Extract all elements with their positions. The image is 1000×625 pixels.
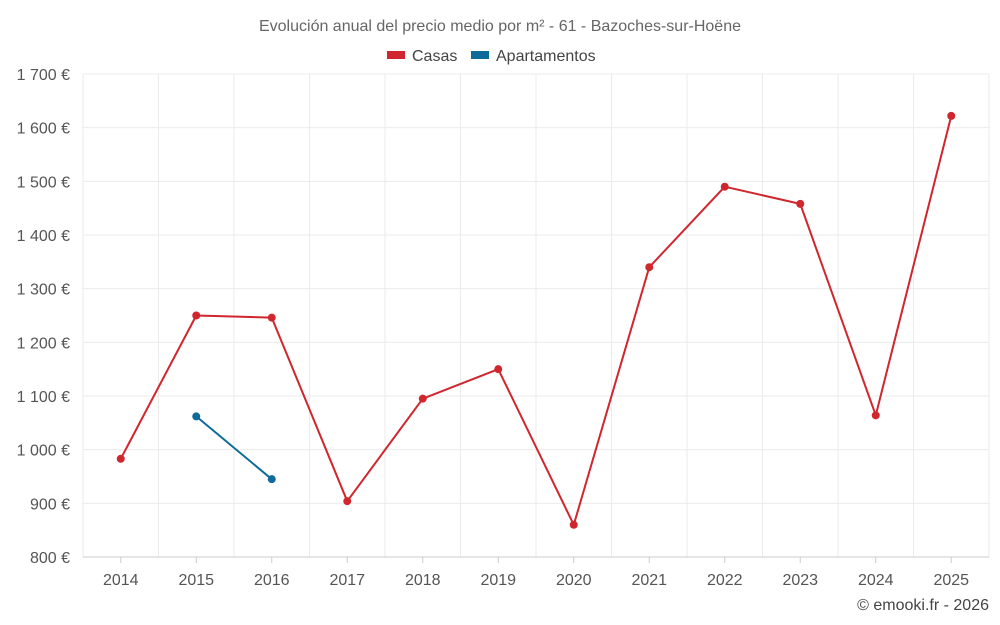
series-line-casas xyxy=(119,115,953,526)
x-tick-label: 2018 xyxy=(405,572,441,589)
x-tick-label: 2016 xyxy=(254,572,290,589)
data-point-casas[interactable] xyxy=(645,263,654,272)
data-point-casas[interactable] xyxy=(796,199,805,208)
legend-item-apartamentos[interactable]: Apartamentos xyxy=(471,48,596,65)
x-tick-label: 2017 xyxy=(329,572,365,589)
y-tick-label: 1 300 € xyxy=(17,282,70,299)
y-tick-label: 900 € xyxy=(30,496,70,513)
data-point-casas[interactable] xyxy=(192,311,201,320)
credit-text: © emooki.fr - 2026 xyxy=(857,597,989,614)
legend-swatch-casas xyxy=(387,51,405,59)
x-tick-label: 2025 xyxy=(933,572,969,589)
y-tick-label: 1 500 € xyxy=(17,174,70,191)
data-point-casas[interactable] xyxy=(116,454,125,463)
series-line-apartamentos xyxy=(195,415,273,480)
data-point-casas[interactable] xyxy=(267,313,276,322)
y-tick-label: 1 000 € xyxy=(17,443,70,460)
data-point-apartamentos[interactable] xyxy=(192,412,201,421)
x-tick-label: 2020 xyxy=(556,572,592,589)
legend-swatch-apartamentos xyxy=(471,51,489,59)
data-point-casas[interactable] xyxy=(494,365,503,374)
data-point-casas[interactable] xyxy=(871,411,880,420)
data-point-casas[interactable] xyxy=(947,111,956,120)
x-tick-label: 2019 xyxy=(480,572,516,589)
y-tick-label: 1 400 € xyxy=(17,228,70,245)
data-point-casas[interactable] xyxy=(720,182,729,191)
legend-label-apartamentos: Apartamentos xyxy=(496,48,596,65)
data-point-apartamentos[interactable] xyxy=(267,475,276,484)
series xyxy=(116,111,956,529)
data-point-casas[interactable] xyxy=(569,520,578,529)
x-tick-label: 2021 xyxy=(631,572,667,589)
legend-label-casas: Casas xyxy=(412,48,457,65)
x-tick-label: 2023 xyxy=(782,572,818,589)
x-tick-label: 2015 xyxy=(178,572,214,589)
y-tick-label: 1 100 € xyxy=(17,389,70,406)
chart-title: Evolución anual del precio medio por m² … xyxy=(259,18,741,35)
y-tick-label: 800 € xyxy=(30,550,70,567)
y-tick-label: 1 200 € xyxy=(17,335,70,352)
data-point-casas[interactable] xyxy=(343,497,352,506)
x-tick-label: 2022 xyxy=(707,572,743,589)
x-tick-label: 2024 xyxy=(858,572,894,589)
axes: 800 € 900 € 1 000 € 1 100 € 1 200 € 1 300 € 1 … xyxy=(17,67,989,589)
legend-item-casas[interactable]: Casas xyxy=(387,48,457,65)
x-tick-label: 2014 xyxy=(103,572,139,589)
data-point-casas[interactable] xyxy=(418,394,427,403)
grid xyxy=(82,73,990,557)
y-tick-label: 1 600 € xyxy=(17,121,70,138)
y-tick-label: 1 700 € xyxy=(17,67,70,84)
legend: Casas Apartamentos xyxy=(387,48,596,65)
